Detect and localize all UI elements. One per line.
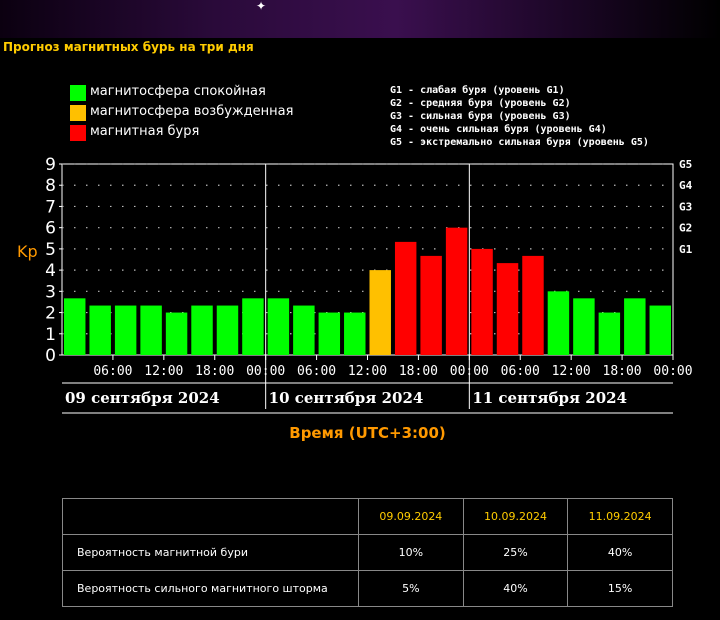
kp-bar — [216, 305, 239, 355]
x-tick-label: 00:00 — [246, 364, 285, 379]
x-tick-label: 12:00 — [552, 364, 591, 379]
kp-bar — [573, 298, 595, 355]
top-banner — [0, 0, 720, 38]
y-tick-label: 3 — [45, 282, 56, 302]
kp-bar — [394, 241, 417, 355]
table-cell: 25% — [462, 534, 569, 571]
kp-bar — [267, 298, 290, 355]
page-title: Прогноз магнитных бурь на три дня — [3, 40, 254, 54]
legend-label-excited: магнитосфера возбужденная — [90, 104, 294, 119]
row-label: Вероятность магнитной бури — [62, 534, 359, 571]
kp-bar — [369, 270, 391, 355]
y-tick-label: 8 — [45, 176, 56, 196]
kp-bar — [624, 298, 646, 355]
table-cell: 5% — [358, 570, 464, 607]
row-label: Вероятность сильного магнитного шторма — [62, 570, 359, 607]
kp-bar — [496, 263, 519, 355]
x-tick-label: 06:00 — [93, 364, 132, 379]
kp-bar — [547, 291, 570, 355]
kp-bar — [471, 248, 493, 355]
x-tick-label: 00:00 — [450, 364, 489, 379]
x-tick-label: 06:00 — [297, 364, 336, 379]
x-tick-label: 12:00 — [348, 364, 387, 379]
y-axis-label: Kp — [17, 242, 38, 261]
kp-bar — [89, 305, 111, 355]
x-tick-label: 18:00 — [195, 364, 234, 379]
kp-bar — [522, 255, 544, 355]
storm-level-g3: G3 - сильная буря (уровень G3) — [390, 111, 571, 122]
kp-bar — [445, 227, 468, 355]
table-date-header: 09.09.2024 — [358, 498, 464, 535]
storm-swatch — [70, 125, 86, 141]
table-cell: 40% — [567, 534, 673, 571]
x-tick-label: 18:00 — [603, 364, 642, 379]
kp-bar — [64, 298, 86, 355]
y-tick-label: 2 — [45, 304, 56, 324]
table-date-header: 11.09.2024 — [567, 498, 673, 535]
kp-bar — [140, 305, 162, 355]
kp-bar — [293, 305, 315, 355]
y-tick-label: 4 — [45, 261, 56, 281]
kp-bar — [318, 312, 341, 355]
legend-label-storm: магнитная буря — [90, 124, 200, 139]
legend-label-calm: магнитосфера спокойная — [90, 84, 266, 99]
storm-level-legend: G1 - слабая буря (уровень G1) G2 - средн… — [390, 84, 649, 149]
table-cell: 40% — [462, 570, 569, 607]
g-level-tick: G1 — [679, 243, 693, 256]
x-tick-label: 00:00 — [653, 364, 692, 379]
y-tick-label: 5 — [45, 240, 56, 260]
kp-bar — [191, 305, 213, 355]
y-tick-label: 6 — [45, 219, 56, 239]
kp-bar — [165, 312, 188, 355]
table-corner-cell — [62, 498, 359, 535]
kp-bar — [114, 305, 137, 355]
storm-level-g1: G1 - слабая буря (уровень G1) — [390, 85, 565, 96]
x-tick-label: 06:00 — [501, 364, 540, 379]
calm-swatch — [70, 85, 86, 101]
table-header-row: 09.09.2024 10.09.2024 11.09.2024 — [62, 498, 673, 535]
y-tick-label: 0 — [45, 346, 56, 366]
y-tick-label: 7 — [45, 197, 56, 217]
g-level-tick: G5 — [679, 158, 692, 171]
table-row: Вероятность магнитной бури 10% 25% 40% — [62, 534, 673, 571]
y-tick-label: 9 — [45, 155, 56, 175]
table-cell: 10% — [358, 534, 464, 571]
x-axis-label: Время (UTC+3:00) — [289, 424, 445, 442]
star-icon: ✦ — [256, 0, 267, 13]
probability-table: 09.09.2024 10.09.2024 11.09.2024 Вероятн… — [62, 498, 673, 607]
x-tick-label: 12:00 — [144, 364, 183, 379]
g-level-tick: G2 — [679, 222, 692, 235]
table-date-header: 10.09.2024 — [462, 498, 569, 535]
storm-level-g2: G2 - средняя буря (уровень G2) — [390, 98, 571, 109]
storm-level-g4: G4 - очень сильная буря (уровень G4) — [390, 124, 607, 135]
g-level-tick: G4 — [679, 179, 693, 192]
table-cell: 15% — [567, 570, 673, 607]
y-tick-label: 1 — [45, 325, 56, 345]
excited-swatch — [70, 105, 86, 121]
day-label: 09 сентября 2024 — [65, 389, 220, 407]
kp-bar — [242, 298, 264, 355]
g-level-tick: G3 — [679, 200, 692, 213]
kp-bar — [598, 312, 621, 355]
kp-bar — [420, 255, 442, 355]
day-label: 11 сентября 2024 — [472, 389, 627, 407]
table-row: Вероятность сильного магнитного шторма 5… — [62, 570, 673, 607]
day-label: 10 сентября 2024 — [269, 389, 424, 407]
x-tick-label: 18:00 — [399, 364, 438, 379]
kp-bar — [649, 305, 671, 355]
storm-level-g5: G5 - экстремально сильная буря (уровень … — [390, 137, 649, 148]
kp-bar — [344, 312, 366, 355]
